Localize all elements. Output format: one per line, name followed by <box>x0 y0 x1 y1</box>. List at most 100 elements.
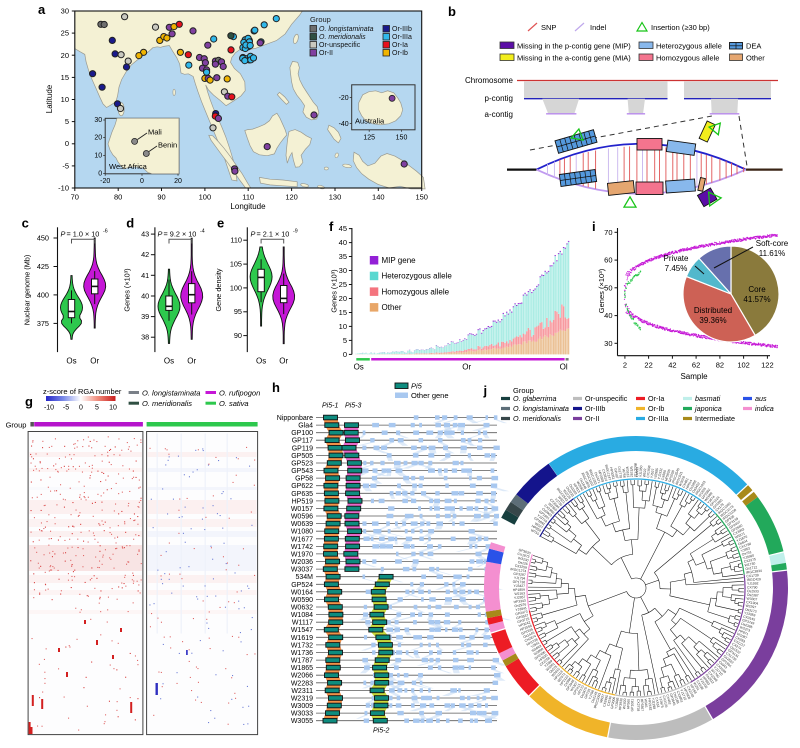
svg-text:Heterozygous allele: Heterozygous allele <box>382 272 453 281</box>
svg-text:Or-Ia: Or-Ia <box>392 42 408 49</box>
svg-text:W1742: W1742 <box>291 544 313 551</box>
svg-text:Sample: Sample <box>680 372 708 381</box>
svg-text:indica: indica <box>755 404 774 413</box>
svg-text:O. longistaminata: O. longistaminata <box>142 389 200 398</box>
svg-text:e: e <box>217 216 224 231</box>
svg-text:25: 25 <box>339 280 347 289</box>
svg-text:Pi5: Pi5 <box>411 382 423 391</box>
svg-text:= 2.1 × 10: = 2.1 × 10 <box>257 230 290 239</box>
svg-text:GP543: GP543 <box>291 468 313 475</box>
svg-text:35: 35 <box>339 252 347 261</box>
svg-text:Nipponbare: Nipponbare <box>277 415 313 422</box>
svg-text:Os: Os <box>66 357 76 366</box>
svg-text:O. meridionalis: O. meridionalis <box>142 399 192 408</box>
svg-text:0: 0 <box>79 405 83 412</box>
svg-text:W2163: W2163 <box>514 591 525 596</box>
svg-text:20: 20 <box>94 135 102 142</box>
svg-text:W0639: W0639 <box>291 521 313 528</box>
svg-text:HP519: HP519 <box>292 498 314 505</box>
svg-text:2: 2 <box>623 361 627 370</box>
svg-text:122: 122 <box>761 361 774 370</box>
svg-text:W2283: W2283 <box>291 680 313 687</box>
svg-text:45: 45 <box>339 224 347 233</box>
svg-text:GP119: GP119 <box>292 445 313 452</box>
svg-text:b: b <box>448 4 456 19</box>
svg-text:a: a <box>38 2 46 17</box>
svg-text:Or: Or <box>279 357 288 366</box>
svg-text:70: 70 <box>604 228 612 237</box>
svg-text:Genes (×10³): Genes (×10³) <box>597 268 606 313</box>
svg-text:W0596: W0596 <box>291 514 313 521</box>
svg-text:41.57%: 41.57% <box>743 295 770 304</box>
svg-text:i: i <box>592 219 596 234</box>
svg-text:43: 43 <box>141 230 149 239</box>
svg-text:Or: Or <box>462 363 471 372</box>
svg-text:Nuclear genome (Mb): Nuclear genome (Mb) <box>23 255 32 326</box>
svg-text:110: 110 <box>242 193 254 202</box>
svg-text:Latitude: Latitude <box>45 84 54 113</box>
svg-text:15: 15 <box>339 308 347 317</box>
svg-text:Or-IIIa: Or-IIIa <box>392 34 412 41</box>
svg-text:Os: Os <box>354 363 364 372</box>
svg-text:20: 20 <box>339 294 347 303</box>
svg-text:GP505: GP505 <box>291 453 313 460</box>
svg-text:30: 30 <box>61 7 69 16</box>
svg-text:O. meridionalis: O. meridionalis <box>319 34 366 41</box>
svg-text:W0632: W0632 <box>291 605 313 612</box>
svg-text:5: 5 <box>95 405 99 412</box>
svg-text:-40: -40 <box>339 121 349 128</box>
svg-text:W2036: W2036 <box>291 559 313 566</box>
svg-text:W1865: W1865 <box>291 665 313 672</box>
svg-text:W1970: W1970 <box>291 551 313 558</box>
svg-text:GP524: GP524 <box>291 582 313 589</box>
svg-text:Homozygous allele: Homozygous allele <box>656 54 719 63</box>
svg-text:W3182: W3182 <box>629 466 634 477</box>
svg-text:Or-Ia: Or-Ia <box>648 394 664 403</box>
svg-text:102: 102 <box>737 361 750 370</box>
svg-text:GP100: GP100 <box>291 430 313 437</box>
svg-text:120: 120 <box>285 193 298 202</box>
svg-text:GP117: GP117 <box>292 438 313 445</box>
svg-text:W1787: W1787 <box>291 658 313 665</box>
svg-text:20: 20 <box>61 51 69 60</box>
svg-text:11.61%: 11.61% <box>759 249 786 258</box>
svg-text:Or-IIIa: Or-IIIa <box>648 414 668 423</box>
svg-text:GP58: GP58 <box>295 476 313 483</box>
svg-text:Indel: Indel <box>590 23 607 32</box>
svg-text:125: 125 <box>363 135 375 142</box>
svg-text:0: 0 <box>140 178 144 185</box>
svg-text:W3033: W3033 <box>291 711 313 718</box>
svg-text:GP635: GP635 <box>291 491 313 498</box>
svg-text:-10: -10 <box>44 405 54 412</box>
svg-text:West Africa: West Africa <box>109 162 148 171</box>
svg-text:Os: Os <box>164 357 174 366</box>
svg-text:W2066: W2066 <box>291 673 313 680</box>
svg-text:30: 30 <box>604 339 612 348</box>
svg-text:SNP: SNP <box>541 23 556 32</box>
svg-text:Intermediate: Intermediate <box>695 414 735 423</box>
svg-text:10: 10 <box>61 95 69 104</box>
svg-text:a-contig: a-contig <box>485 110 513 119</box>
svg-text:Private: Private <box>664 254 689 263</box>
svg-text:82: 82 <box>716 361 724 370</box>
svg-text:W1619: W1619 <box>291 635 313 642</box>
svg-text:= 1.0 × 10: = 1.0 × 10 <box>67 230 100 239</box>
svg-text:110: 110 <box>230 236 242 245</box>
svg-text:GP523: GP523 <box>291 461 313 468</box>
svg-text:Other gene: Other gene <box>411 391 449 400</box>
svg-text:P: P <box>61 230 66 239</box>
svg-text:W1547: W1547 <box>291 627 313 634</box>
svg-text:DEA: DEA <box>746 42 761 51</box>
svg-text:Genes (×10³): Genes (×10³) <box>123 268 132 311</box>
svg-text:0: 0 <box>98 171 102 178</box>
svg-text:10: 10 <box>109 405 117 412</box>
svg-text:h: h <box>272 380 280 395</box>
svg-text:30: 30 <box>94 117 102 124</box>
svg-text:7.45%: 7.45% <box>665 264 688 273</box>
svg-text:0: 0 <box>343 350 347 359</box>
svg-text:Longitude: Longitude <box>230 202 266 211</box>
svg-text:Ol: Ol <box>560 363 568 372</box>
svg-text:Or-IIIb: Or-IIIb <box>585 404 605 413</box>
svg-text:W3009: W3009 <box>291 703 313 710</box>
svg-text:g: g <box>25 394 33 409</box>
